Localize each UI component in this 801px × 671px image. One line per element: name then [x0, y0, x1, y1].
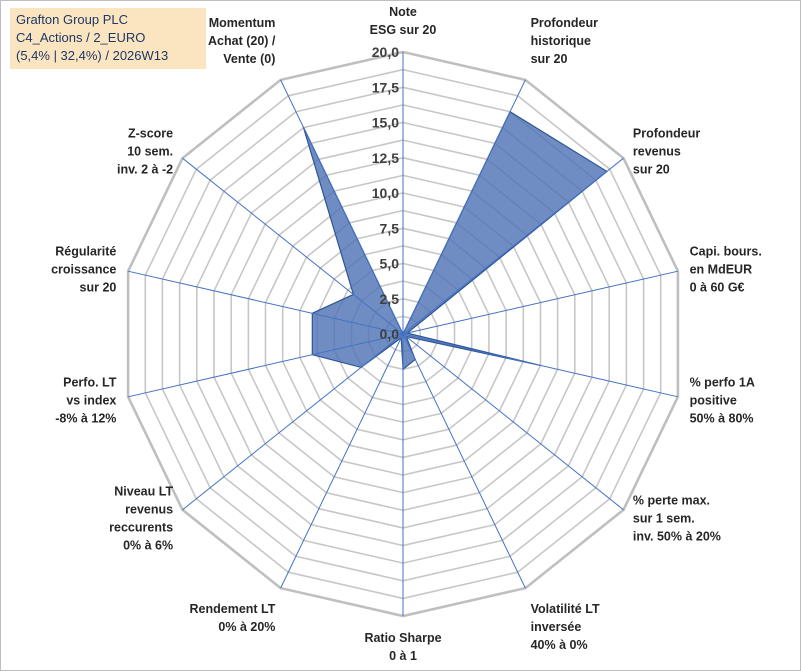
axis-label-line: Régularité [55, 245, 116, 259]
spoke-3 [402, 270, 679, 335]
tick-label: 7,5 [380, 220, 400, 236]
axis-label-line: % perte max. [633, 493, 710, 507]
axis-label-line: 0 à 60 G€ [690, 281, 745, 295]
spoke-6 [402, 333, 526, 589]
axis-label-line: 50% à 80% [690, 411, 754, 425]
axis-label-line: reccurents [109, 520, 173, 534]
axis-label-line: sur 1 sem. [633, 511, 695, 525]
axis-label-line: revenus [125, 502, 173, 516]
axis-label-line: sur 20 [633, 163, 670, 177]
period-label: (5,4% | 32,4%) / 2026W13 [16, 48, 169, 63]
axis-label-line: 40% à 0% [531, 638, 588, 652]
axis-label-4: % perfo 1A positive 50% à 80% [690, 375, 755, 425]
axis-label-line: 0 à 1 [389, 649, 417, 663]
axis-label-13: Momentum Achat (20) / Vente (0) [208, 16, 276, 66]
tick-label: 17,5 [372, 79, 399, 95]
axis-label-line: 0% à 20% [218, 620, 275, 634]
axis-label-line: sur 20 [531, 52, 568, 66]
axis-label-line: Capi. bours. [690, 245, 762, 259]
tick-label: 20,0 [372, 44, 399, 60]
axis-label-line: 10 sem. [127, 145, 173, 159]
axis-label-line: Achat (20) / [208, 34, 276, 48]
axis-label-line: inv. 50% à 20% [633, 529, 721, 543]
axis-label-11: Régularité croissance sur 20 [51, 245, 116, 295]
axis-label-line: Ratio Sharpe [364, 631, 441, 645]
axis-label-5: % perte max. sur 1 sem. inv. 50% à 20% [633, 493, 721, 543]
axis-label-12: Z-score 10 sem. inv. 2 à -2 [117, 127, 173, 177]
tick-label: 15,0 [372, 115, 399, 131]
axis-label-line: vs index [66, 393, 116, 407]
spoke-13 [280, 79, 404, 335]
axis-label-line: Note [389, 5, 417, 19]
tick-label: 5,0 [380, 256, 400, 272]
axis-label-line: ESG sur 20 [370, 23, 437, 37]
tick-label: 12,5 [372, 150, 399, 166]
radar-axis-labels: Note ESG sur 20 Profondeur historique sur 20… [51, 5, 762, 663]
axis-label-line: Volatilité LT [531, 602, 600, 616]
axis-label-line: sur 20 [80, 281, 117, 295]
spoke-8 [280, 333, 404, 589]
axis-label-line: en MdEUR [690, 263, 753, 277]
spoke-2 [402, 157, 624, 335]
axis-label-line: Profondeur [633, 127, 700, 141]
axis-label-6: Volatilité LT inversée 40% à 0% [531, 602, 600, 652]
axis-label-line: revenus [633, 145, 681, 159]
company-name: Grafton Group PLC [16, 12, 128, 27]
radar-tick-labels: 0,0 2,5 5,0 7,5 10,0 12,5 15,0 17,5 20,0 [372, 44, 399, 342]
axis-label-line: Momentum [209, 16, 276, 30]
axis-label-line: croissance [51, 263, 116, 277]
spoke-12 [182, 157, 404, 335]
tick-label: 2,5 [380, 291, 400, 307]
axis-label-line: inversée [531, 620, 582, 634]
axis-label-line: Niveau LT [114, 484, 173, 498]
axis-label-8: Rendement LT 0% à 20% [190, 602, 276, 634]
tick-label: 10,0 [372, 185, 399, 201]
chart-title-box: Grafton Group PLC C4_Actions / 2_EURO (5… [10, 8, 206, 69]
axis-label-line: -8% à 12% [55, 411, 116, 425]
axis-label-10: Perfo. LT vs index -8% à 12% [55, 375, 117, 425]
axis-label-line: 0% à 6% [123, 538, 173, 552]
spoke-10 [127, 333, 404, 398]
axis-label-3: Capi. bours. en MdEUR 0 à 60 G€ [690, 245, 762, 295]
axis-label-7: Ratio Sharpe 0 à 1 [364, 631, 441, 663]
tick-label: 0,0 [380, 326, 400, 342]
axis-label-line: Rendement LT [190, 602, 276, 616]
radar-spokes [127, 52, 679, 616]
axis-label-1: Profondeur historique sur 20 [531, 16, 598, 66]
spoke-11 [127, 270, 404, 335]
spoke-4 [402, 333, 679, 398]
axis-label-0: Note ESG sur 20 [370, 5, 437, 37]
axis-label-line: Profondeur [531, 16, 598, 30]
category-label: C4_Actions / 2_EURO [16, 30, 146, 45]
axis-label-line: positive [690, 393, 737, 407]
axis-label-line: inv. 2 à -2 [117, 163, 173, 177]
axis-label-line: Perfo. LT [63, 375, 117, 389]
spoke-5 [402, 333, 624, 511]
axis-label-line: % perfo 1A [690, 375, 755, 389]
axis-label-2: Profondeur revenus sur 20 [633, 127, 700, 177]
axis-label-line: Vente (0) [223, 52, 275, 66]
axis-label-line: historique [531, 34, 591, 48]
spoke-9 [182, 333, 404, 511]
axis-label-line: Z-score [128, 127, 173, 141]
axis-label-9: Niveau LT revenus reccurents 0% à 6% [109, 484, 173, 552]
spoke-1 [402, 79, 526, 335]
